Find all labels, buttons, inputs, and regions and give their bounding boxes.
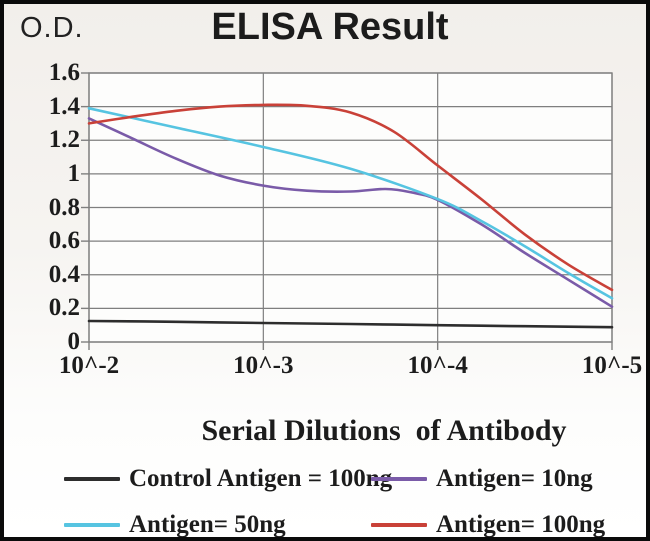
x-axis-title: Serial Dilutions of Antibody bbox=[201, 414, 567, 447]
legend-label: Control Antigen = 100ng bbox=[129, 465, 393, 492]
legend-item-control-antigen-100ng: Control Antigen = 100ng bbox=[64, 456, 392, 502]
y-axis-unit-label: O.D. bbox=[20, 12, 84, 44]
y-tick-label: 1.4 bbox=[48, 92, 80, 120]
chart-title: ELISA Result bbox=[211, 6, 449, 48]
legend-label: Antigen= 50ng bbox=[129, 511, 286, 538]
legend-item-antigen-50ng: Antigen= 50ng bbox=[64, 502, 371, 538]
x-tick-label: 10^-3 bbox=[233, 352, 294, 379]
legend-label: Antigen= 100ng bbox=[436, 511, 606, 538]
x-tick-label: 10^-2 bbox=[58, 352, 120, 379]
legend-label: Antigen= 10ng bbox=[436, 465, 593, 492]
y-tick-label: 0.6 bbox=[48, 227, 80, 255]
y-tick-label: 1 bbox=[67, 159, 81, 187]
series-line-control-antigen-100ng bbox=[87, 319, 614, 329]
y-tick-label: 0.2 bbox=[48, 294, 80, 322]
legend-line-swatch bbox=[64, 477, 120, 481]
series-line-antigen-100ng bbox=[87, 103, 614, 292]
y-tick-label: 1.6 bbox=[48, 59, 80, 86]
x-tick-label: 10^-5 bbox=[581, 352, 643, 379]
y-tick-label: 0.4 bbox=[48, 260, 80, 288]
y-tick-label: 0 bbox=[67, 328, 81, 355]
legend-line-swatch bbox=[371, 523, 427, 527]
legend-line-swatch bbox=[64, 523, 120, 527]
plot-area bbox=[81, 72, 614, 350]
y-tick-label: 0.8 bbox=[48, 193, 80, 221]
chart-legend: Control Antigen = 100ng Antigen= 10ng Anti… bbox=[64, 456, 636, 538]
x-tick-label: 10^-4 bbox=[407, 352, 468, 379]
series-line-antigen-50ng bbox=[87, 107, 614, 300]
plot-border bbox=[88, 72, 613, 343]
legend-item-antigen-10ng: Antigen= 10ng bbox=[371, 456, 636, 502]
legend-line-swatch bbox=[371, 477, 427, 481]
series-line-antigen-10ng bbox=[87, 117, 614, 308]
y-tick-label: 1.2 bbox=[48, 126, 80, 154]
legend-item-antigen-100ng: Antigen= 100ng bbox=[371, 502, 636, 538]
